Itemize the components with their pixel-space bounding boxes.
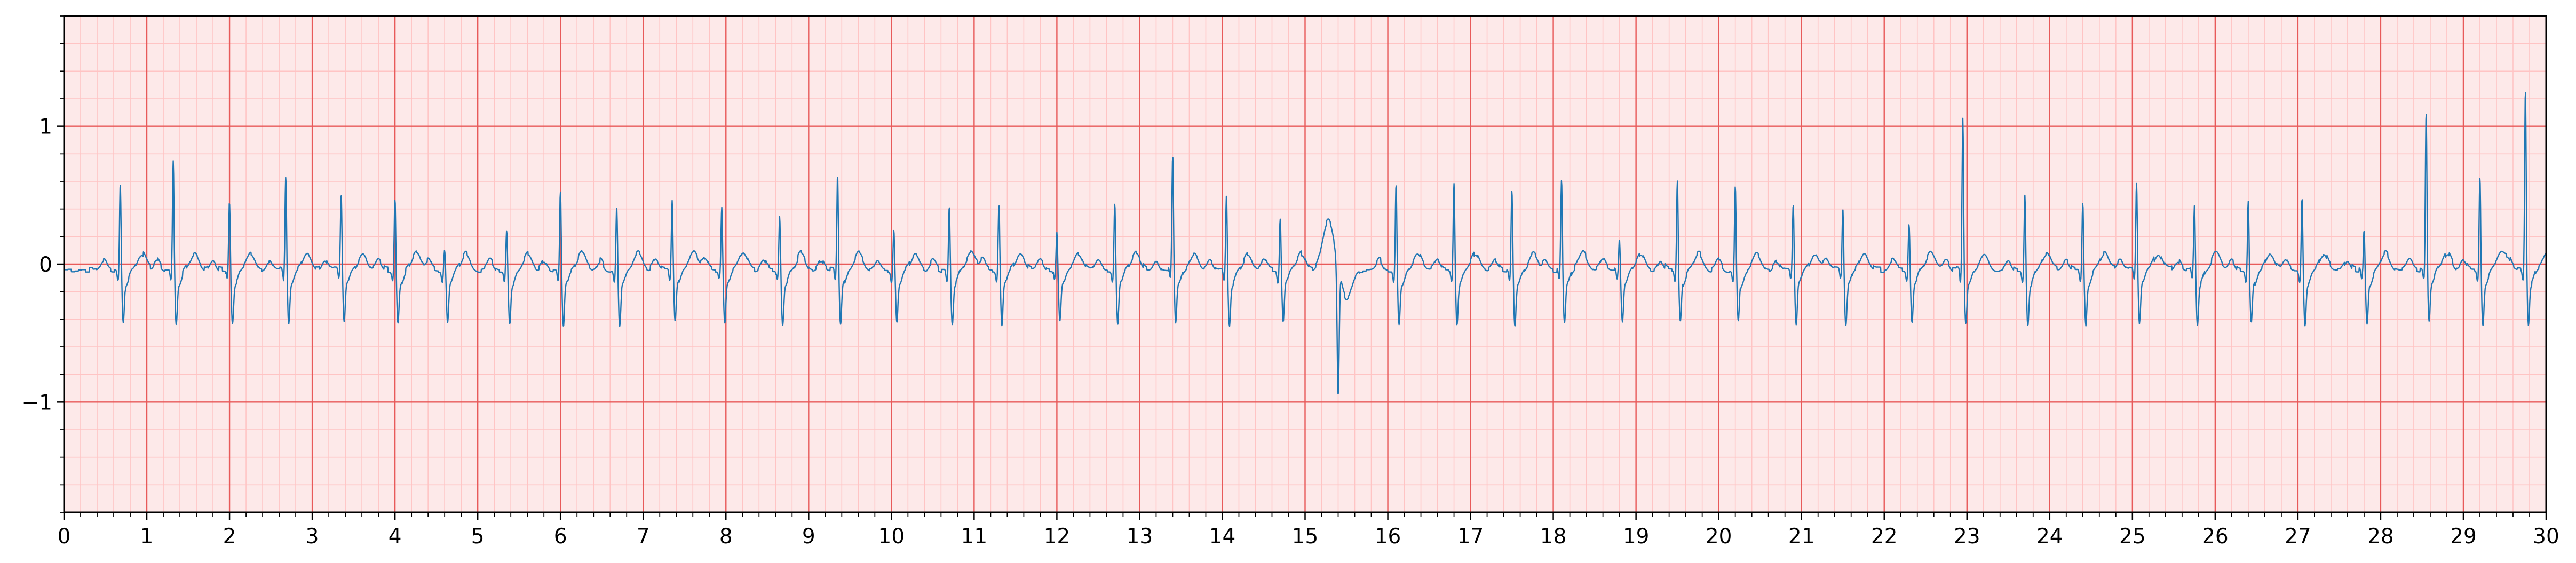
x-tick-label: 15 xyxy=(1292,525,1319,549)
x-tick-label: 27 xyxy=(2285,525,2311,549)
x-tick-label: 1 xyxy=(140,525,154,549)
y-tick-label: 0 xyxy=(39,253,52,277)
x-tick-label: 22 xyxy=(1871,525,1898,549)
x-tick-label: 18 xyxy=(1540,525,1567,549)
x-axis: 0 1 2 3 4 5 6 7 8 9 10 11 12 13 14 15 16 17 18 19 20 21 22 23 24… xyxy=(58,512,2559,549)
x-tick-label: 12 xyxy=(1044,525,1071,549)
x-tick-label: 7 xyxy=(637,525,650,549)
signal-layer xyxy=(64,91,2547,395)
x-tick-label: 29 xyxy=(2450,525,2477,549)
y-axis: −1 0 1 xyxy=(22,15,64,513)
x-tick-label: 3 xyxy=(306,525,319,549)
x-tick-label: 0 xyxy=(58,525,71,549)
x-tick-label: 30 xyxy=(2533,525,2559,549)
x-tick-label: 26 xyxy=(2202,525,2229,549)
x-tick-label: 11 xyxy=(961,525,988,549)
x-tick-label: 9 xyxy=(802,525,815,549)
x-tick-label: 5 xyxy=(471,525,485,549)
y-tick-label: −1 xyxy=(22,391,53,415)
x-tick-label: 13 xyxy=(1127,525,1153,549)
x-tick-label: 8 xyxy=(719,525,733,549)
x-tick-label: 14 xyxy=(1209,525,1236,549)
x-tick-label: 10 xyxy=(878,525,905,549)
x-tick-label: 24 xyxy=(2036,525,2063,549)
x-tick-label: 16 xyxy=(1375,525,1401,549)
x-tick-label: 28 xyxy=(2367,525,2394,549)
x-tick-label: 23 xyxy=(1954,525,1980,549)
ecg-trace xyxy=(64,91,2547,395)
x-tick-label: 20 xyxy=(1706,525,1732,549)
x-tick-label: 21 xyxy=(1788,525,1815,549)
x-tick-label: 17 xyxy=(1457,525,1484,549)
x-tick-label: 4 xyxy=(389,525,402,549)
x-tick-label: 19 xyxy=(1623,525,1650,549)
major-grid xyxy=(63,16,2547,512)
x-tick-label: 2 xyxy=(223,525,236,549)
x-tick-label: 6 xyxy=(554,525,567,549)
x-tick-label: 25 xyxy=(2119,525,2146,549)
y-tick-label: 1 xyxy=(39,115,52,139)
